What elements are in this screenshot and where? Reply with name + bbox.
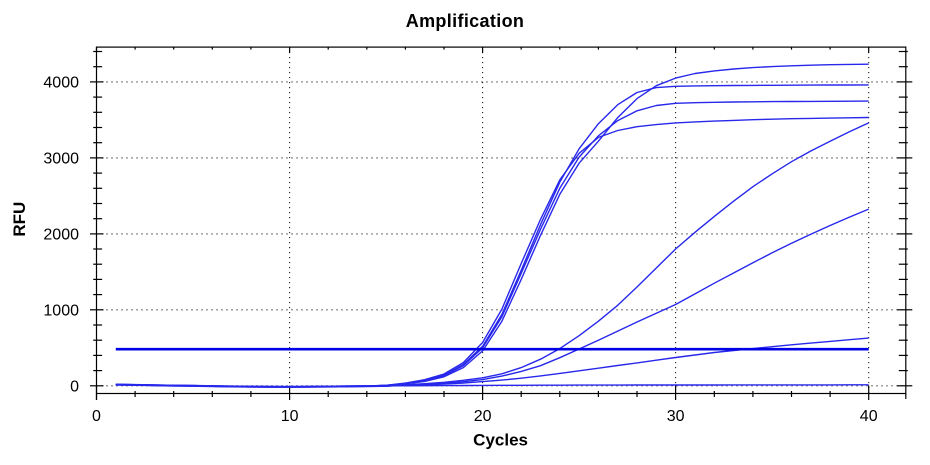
svg-text:3000: 3000 (43, 150, 79, 167)
svg-text:Cycles: Cycles (473, 431, 528, 450)
svg-text:RFU: RFU (10, 202, 29, 237)
svg-text:20: 20 (474, 408, 492, 425)
svg-text:0: 0 (70, 378, 79, 395)
svg-text:Amplification: Amplification (406, 11, 525, 31)
svg-text:30: 30 (667, 408, 685, 425)
svg-text:10: 10 (281, 408, 299, 425)
svg-text:2000: 2000 (43, 226, 79, 243)
svg-text:0: 0 (92, 408, 101, 425)
svg-text:4000: 4000 (43, 74, 79, 91)
svg-text:1000: 1000 (43, 302, 79, 319)
svg-text:40: 40 (860, 408, 878, 425)
